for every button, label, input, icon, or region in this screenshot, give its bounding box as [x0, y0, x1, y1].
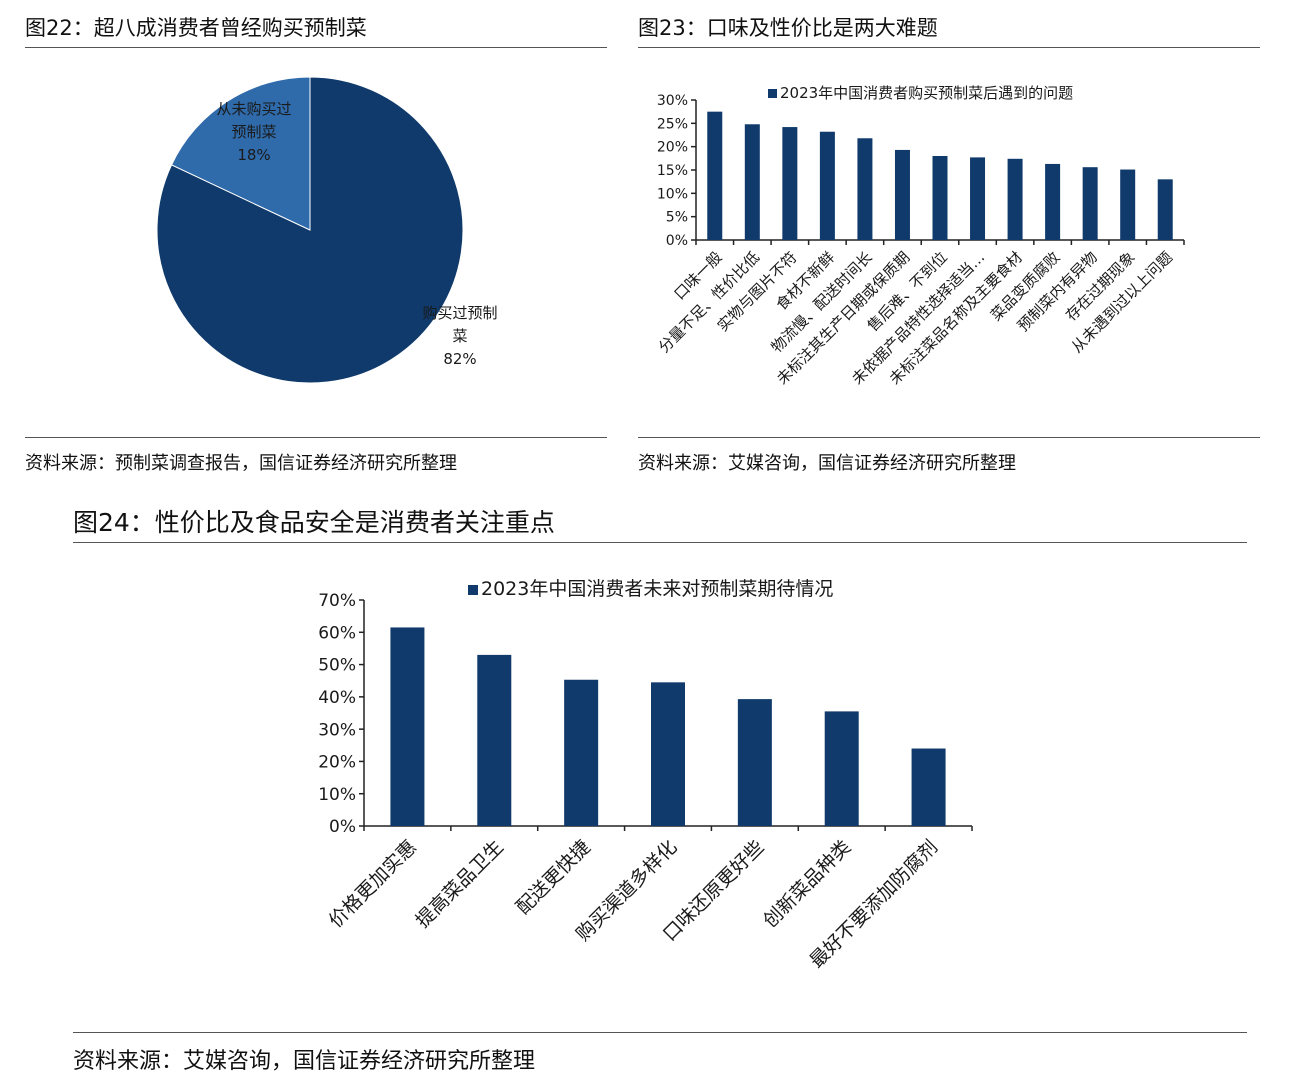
bar-2: [564, 679, 599, 826]
figure-24-top-rule: [73, 542, 1247, 543]
y-tick-label: 30%: [657, 93, 688, 109]
y-tick-label: 10%: [318, 785, 356, 805]
bar-0: [707, 111, 723, 241]
y-tick-label: 70%: [318, 591, 356, 611]
expectations-bar-chart: 2023年中国消费者未来对预制菜期待情况 0% 10% 20% 30% 40% 50% 60%…: [318, 578, 973, 972]
bar-2: [782, 127, 798, 240]
legend-label: 2023年中国消费者未来对预制菜期待情况: [481, 578, 833, 600]
bar-3: [819, 131, 835, 240]
figure-22-bottom-rule: [25, 437, 607, 438]
problems-bar-chart: 2023年中国消费者购买预制菜后遇到的问题 0% 5% 10% 15% 20% 25% 30%…: [655, 84, 1185, 388]
bar-12: [1157, 179, 1173, 240]
bar-3: [651, 682, 685, 826]
bar-1: [477, 654, 512, 826]
bar-7: [970, 157, 986, 240]
y-tick-label: 0%: [329, 817, 356, 837]
bar-10: [1082, 167, 1098, 240]
bar-6: [911, 748, 946, 826]
figure-24-source: 资料来源：艾媒咨询，国信证券经济研究所整理: [73, 1049, 536, 1074]
category-label-0: 价格更加实惠: [325, 836, 421, 932]
category-label-2: 配送更快捷: [512, 836, 595, 919]
figure-23-title: 图23：口味及性价比是两大难题: [638, 16, 938, 40]
bar-4: [737, 699, 772, 826]
y-tick-label: 30%: [318, 720, 356, 740]
y-tick-label: 0%: [666, 233, 688, 249]
bar-1: [744, 124, 760, 240]
y-tick-label: 5%: [666, 210, 688, 226]
figure-22-top-rule: [25, 47, 607, 48]
y-tick-label: 15%: [657, 163, 688, 179]
figure-22-title: 图22：超八成消费者曾经购买预制菜: [25, 16, 367, 40]
y-tick-label: 50%: [318, 656, 356, 676]
bar-4: [857, 138, 873, 240]
legend-label: 2023年中国消费者购买预制菜后遇到的问题: [780, 84, 1073, 102]
figure-23-source: 资料来源：艾媒咨询，国信证券经济研究所整理: [638, 453, 1016, 474]
pie-slice-1: [170, 76, 311, 231]
y-tick-label: 10%: [657, 186, 688, 202]
category-label-5: 创新菜品种类: [759, 836, 855, 932]
bar-0: [390, 627, 425, 826]
bar-5: [894, 149, 910, 240]
legend-swatch: [468, 585, 478, 595]
bar-9: [1045, 163, 1061, 240]
y-tick-label: 20%: [318, 753, 356, 773]
bar-11: [1120, 169, 1136, 240]
figure-24-title: 图24：性价比及食品安全是消费者关注重点: [73, 508, 555, 537]
figure-23-top-rule: [638, 47, 1260, 48]
figure-23-bottom-rule: [638, 437, 1260, 438]
figure-22-source: 资料来源：预制菜调查报告，国信证券经济研究所整理: [25, 453, 457, 474]
y-tick-label: 60%: [318, 623, 356, 643]
category-label-1: 提高菜品卫生: [412, 836, 508, 932]
legend-swatch: [768, 89, 777, 98]
bar-6: [932, 156, 948, 240]
bar-5: [824, 711, 859, 826]
pie-slice-label-1: 从未购买过预制菜 18%: [216, 100, 291, 164]
y-tick-label: 40%: [318, 688, 356, 708]
y-tick-label: 25%: [657, 116, 688, 132]
pie-slice-label-0: 购买过预制菜 82%: [422, 304, 497, 368]
figure-24-bottom-rule: [73, 1032, 1247, 1033]
y-tick-label: 20%: [657, 140, 688, 156]
pie-chart: 购买过预制菜 82% 从未购买过预制菜 18%: [156, 76, 498, 384]
bar-8: [1007, 158, 1023, 240]
